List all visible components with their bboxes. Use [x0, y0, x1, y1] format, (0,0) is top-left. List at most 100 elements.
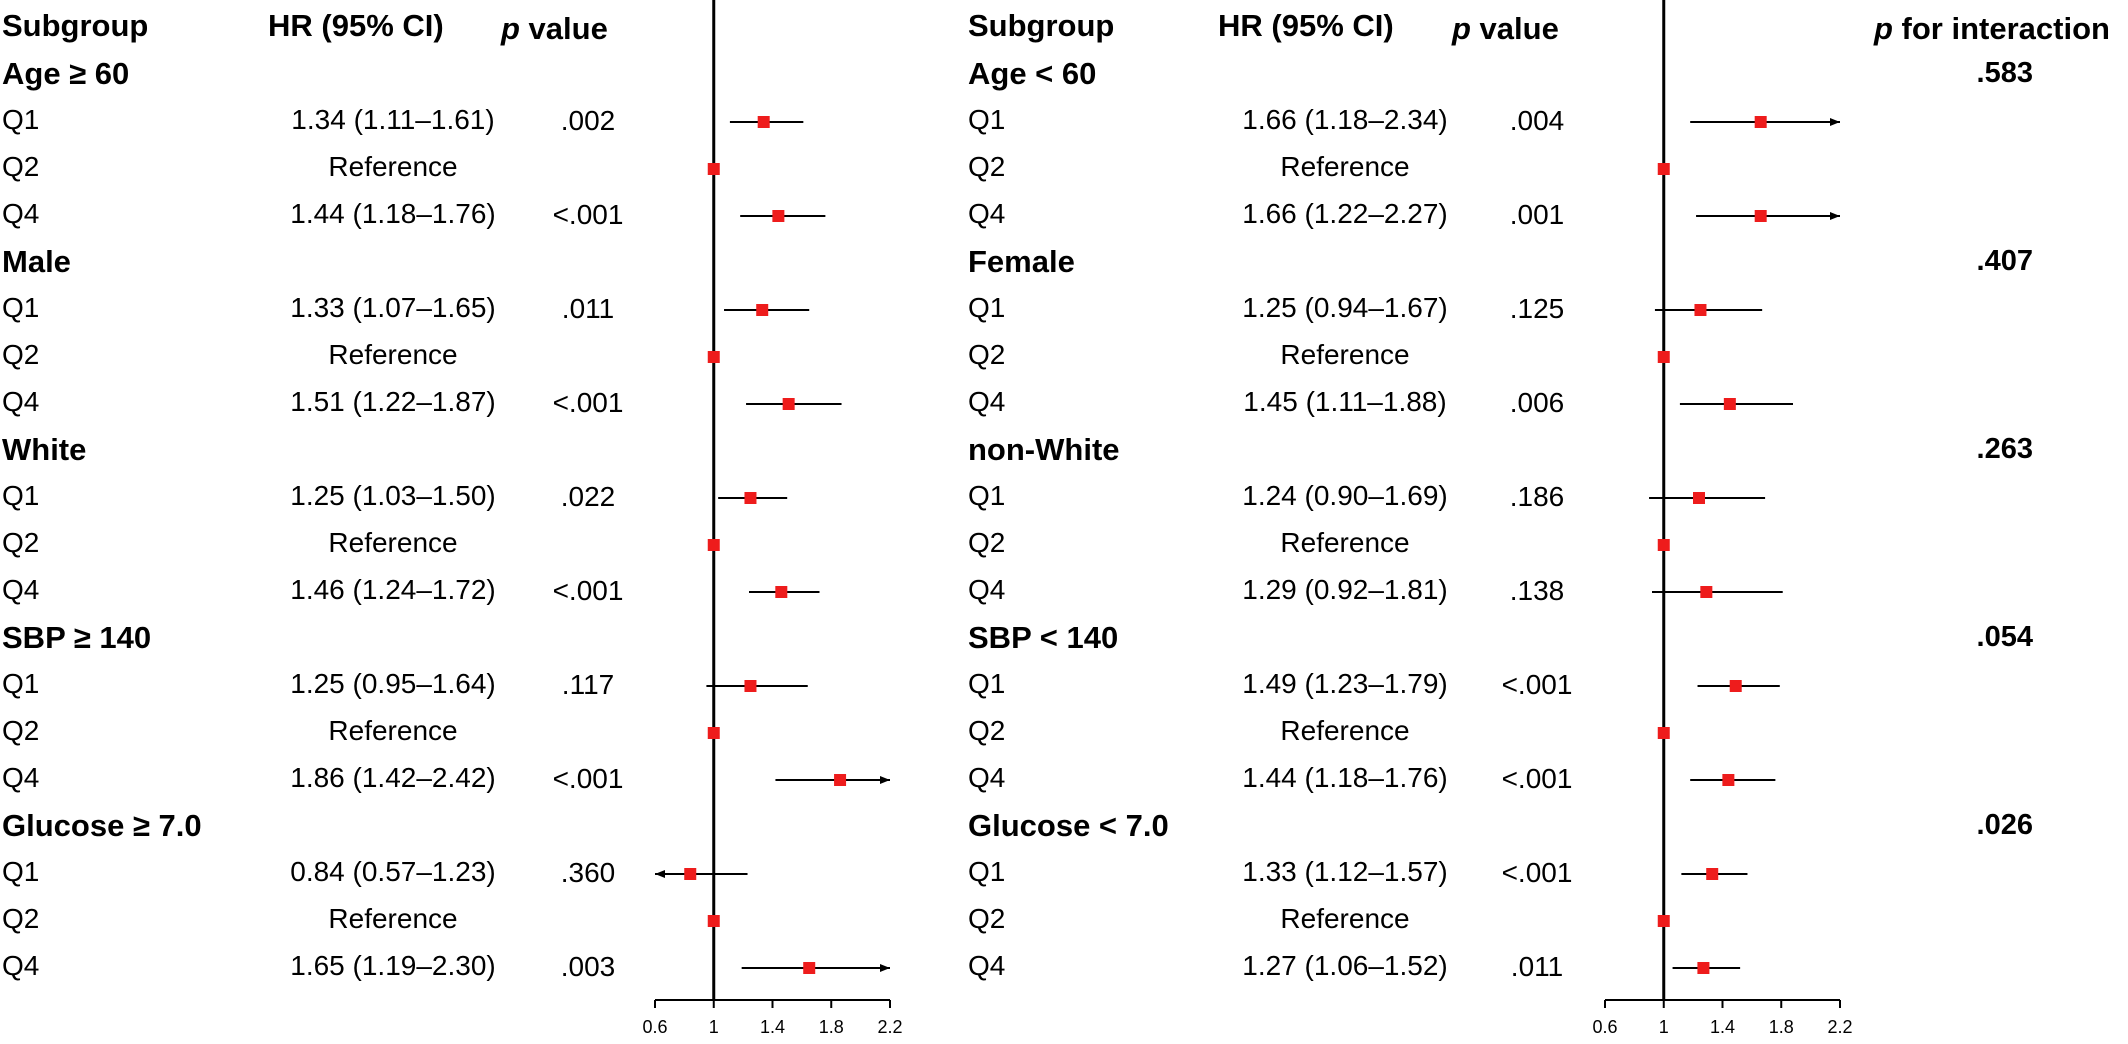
- hazard-ratio-marker: [1657, 915, 1670, 927]
- hazard-ratio-marker: [1722, 774, 1735, 786]
- quartile-label: Q4: [968, 386, 1006, 417]
- quartile-label: Q1: [2, 104, 40, 135]
- quartile-label: Q2: [968, 527, 1006, 558]
- hazard-ratio-ci: Reference: [328, 151, 458, 182]
- hazard-ratio-ci: Reference: [1280, 151, 1410, 182]
- p-value: <.001: [552, 387, 624, 418]
- quartile-label: Q1: [2, 856, 40, 887]
- ci-arrow-left: [655, 870, 665, 878]
- p-value: <.001: [1501, 669, 1573, 700]
- p-value: .011: [1510, 951, 1564, 982]
- interaction-p-value: .026: [1976, 809, 2033, 841]
- hazard-ratio-ci: Reference: [328, 339, 458, 370]
- p-value: .125: [1509, 293, 1565, 324]
- quartile-label: Q4: [968, 574, 1006, 605]
- subgroup-label: Glucose < 7.0: [968, 808, 1169, 843]
- x-tick-label: 2.2: [1827, 1017, 1852, 1037]
- subgroup-label: Male: [2, 244, 71, 279]
- subgroup-label: Age ≥ 60: [2, 56, 130, 91]
- x-tick-label: 1: [709, 1017, 719, 1037]
- hazard-ratio-ci: 1.44 (1.18–1.76): [290, 198, 496, 229]
- hazard-ratio-ci: 1.46 (1.24–1.72): [290, 574, 496, 605]
- header-p-rest: value: [519, 11, 608, 46]
- hazard-ratio-ci: 1.29 (0.92–1.81): [1242, 574, 1448, 605]
- header-p-rest: value: [1470, 11, 1559, 46]
- hazard-ratio-marker: [1657, 163, 1670, 175]
- hazard-ratio-ci: 1.25 (1.03–1.50): [290, 480, 496, 511]
- quartile-label: Q4: [968, 762, 1006, 793]
- quartile-label: Q1: [2, 292, 40, 323]
- hazard-ratio-marker: [707, 351, 720, 363]
- header-p-value-right: p value: [1452, 13, 1559, 44]
- quartile-label: Q1: [968, 668, 1006, 699]
- quartile-label: Q1: [968, 292, 1006, 323]
- quartile-label: Q4: [968, 198, 1006, 229]
- quartile-label: Q2: [2, 527, 40, 558]
- hazard-ratio-ci: 1.25 (0.95–1.64): [290, 668, 496, 699]
- hazard-ratio-marker: [1754, 210, 1767, 222]
- hazard-ratio-marker: [684, 868, 697, 880]
- hazard-ratio-ci: Reference: [1280, 903, 1410, 934]
- hazard-ratio-marker: [1657, 351, 1670, 363]
- p-value: <.001: [552, 199, 624, 230]
- quartile-label: Q1: [968, 856, 1006, 887]
- hazard-ratio-marker: [803, 962, 816, 974]
- hazard-ratio-ci: Reference: [1280, 339, 1410, 370]
- hazard-ratio-ci: 1.86 (1.42–2.42): [290, 762, 496, 793]
- quartile-label: Q4: [2, 950, 40, 981]
- p-value: .002: [560, 105, 616, 136]
- header-interaction-italic: p: [1874, 11, 1893, 46]
- p-value: <.001: [1501, 857, 1573, 888]
- hazard-ratio-marker: [707, 915, 720, 927]
- hazard-ratio-ci: Reference: [1280, 527, 1410, 558]
- x-tick-label: 1.4: [760, 1017, 785, 1037]
- interaction-p-value: .054: [1976, 621, 2033, 653]
- hazard-ratio-marker: [1694, 304, 1707, 316]
- hazard-ratio-marker: [1729, 680, 1742, 692]
- hazard-ratio-ci: 1.65 (1.19–2.30): [290, 950, 496, 981]
- hazard-ratio-ci: 1.51 (1.22–1.87): [290, 386, 496, 417]
- subgroup-label: White: [2, 432, 87, 467]
- quartile-label: Q2: [968, 151, 1006, 182]
- quartile-label: Q1: [2, 480, 40, 511]
- hazard-ratio-ci: Reference: [1280, 715, 1410, 746]
- quartile-label: Q2: [2, 339, 40, 370]
- ci-arrow-right: [1830, 118, 1840, 126]
- hazard-ratio-marker: [1700, 586, 1713, 598]
- interaction-p-value: .263: [1976, 433, 2033, 465]
- x-tick-label: 0.6: [1592, 1017, 1617, 1037]
- hazard-ratio-marker: [1657, 727, 1670, 739]
- hazard-ratio-marker: [707, 163, 720, 175]
- hazard-ratio-marker: [782, 398, 795, 410]
- x-tick-label: 1.8: [1769, 1017, 1794, 1037]
- hazard-ratio-ci: 1.66 (1.22–2.27): [1242, 198, 1448, 229]
- hazard-ratio-ci: 1.24 (0.90–1.69): [1242, 480, 1448, 511]
- header-p-for-interaction: p for interaction: [1874, 13, 2110, 44]
- p-value: .186: [1509, 481, 1565, 512]
- hazard-ratio-ci: 1.34 (1.11–1.61): [291, 104, 495, 135]
- hazard-ratio-marker: [834, 774, 847, 786]
- hazard-ratio-ci: 1.45 (1.11–1.88): [1243, 386, 1447, 417]
- hazard-ratio-marker: [707, 727, 720, 739]
- hazard-ratio-ci: 1.33 (1.07–1.65): [290, 292, 496, 323]
- header-subgroup-right: Subgroup: [968, 8, 1115, 43]
- quartile-label: Q4: [2, 386, 40, 417]
- hazard-ratio-ci: 1.44 (1.18–1.76): [1242, 762, 1448, 793]
- hazard-ratio-marker: [775, 586, 788, 598]
- quartile-label: Q4: [968, 950, 1006, 981]
- interaction-p-value: .407: [1976, 245, 2033, 277]
- header-subgroup-left: Subgroup: [2, 8, 149, 43]
- hazard-ratio-ci: 1.25 (0.94–1.67): [1242, 292, 1448, 323]
- hazard-ratio-marker: [744, 680, 757, 692]
- header-p-value-left: p value: [501, 13, 608, 44]
- x-tick-label: 1: [1659, 1017, 1669, 1037]
- interaction-p-value: .583: [1976, 57, 2033, 89]
- p-value: <.001: [552, 763, 624, 794]
- ci-arrow-right: [1830, 212, 1840, 220]
- hazard-ratio-marker: [1697, 962, 1710, 974]
- x-tick-label: 2.2: [877, 1017, 902, 1037]
- p-value: .004: [1509, 105, 1565, 136]
- hazard-ratio-marker: [707, 539, 720, 551]
- subgroup-label: Female: [968, 244, 1075, 279]
